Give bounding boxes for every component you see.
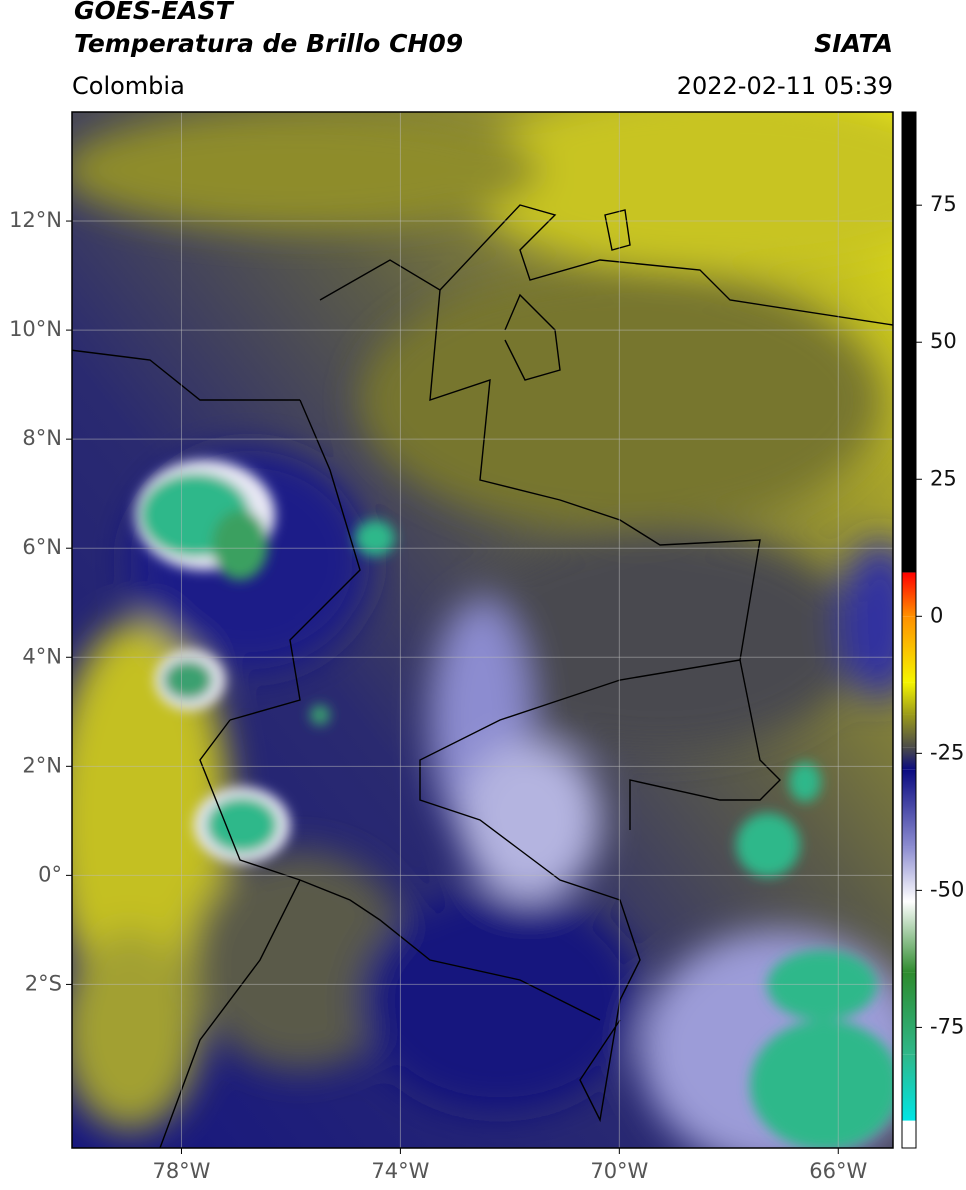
colorbar-segment bbox=[902, 112, 916, 573]
y-tick-label: 10°N bbox=[9, 317, 62, 341]
y-tick-label: 6°N bbox=[22, 535, 62, 559]
y-tick-label: 0° bbox=[38, 862, 62, 886]
colorbar-segment bbox=[902, 747, 916, 770]
y-tick-label: 2°N bbox=[22, 753, 62, 777]
colorbar-segment bbox=[902, 682, 916, 715]
colorbar-segment bbox=[902, 769, 916, 847]
colorbar-tick-label: -25 bbox=[930, 740, 964, 764]
colorbar-tick-label: -50 bbox=[930, 877, 964, 901]
region: Colombia bbox=[72, 72, 185, 100]
colorbar-tick-label: 50 bbox=[930, 329, 957, 353]
y-tick-label: 4°N bbox=[22, 644, 62, 668]
colorbar-segment bbox=[902, 1120, 916, 1148]
y-tick-label: 8°N bbox=[22, 426, 62, 450]
x-tick-label: 78°W bbox=[152, 1159, 210, 1183]
datetime: 2022-02-11 05:39 bbox=[677, 72, 893, 100]
colorbar-segment bbox=[902, 972, 916, 1055]
colorbar-segment bbox=[902, 714, 916, 748]
colorbar-segment bbox=[902, 572, 916, 617]
colorbar-tick-label: 0 bbox=[930, 603, 943, 627]
colorbar-segment bbox=[902, 1054, 916, 1121]
colorbar-frame bbox=[901, 111, 917, 1149]
x-tick-label: 74°W bbox=[371, 1159, 429, 1183]
subtitle: Temperatura de Brillo CH09 bbox=[74, 29, 463, 58]
map-frame bbox=[71, 111, 894, 1149]
colorbar-tick-label: -75 bbox=[930, 1014, 964, 1038]
colorbar-tick-label: 75 bbox=[930, 192, 957, 216]
colorbar-tick-label: 25 bbox=[930, 466, 957, 490]
title: GOES-EAST bbox=[74, 0, 235, 25]
colorbar-segment bbox=[902, 846, 916, 902]
graticule bbox=[72, 112, 893, 1148]
x-tick-label: 66°W bbox=[809, 1159, 867, 1183]
source: SIATA bbox=[814, 29, 893, 58]
y-tick-label: 12°N bbox=[9, 208, 62, 232]
x-tick-label: 70°W bbox=[590, 1159, 648, 1183]
borders bbox=[72, 204, 893, 1148]
satellite-image bbox=[72, 112, 893, 1148]
colorbar: 75 50 25 0 -25 -50 -75 bbox=[902, 112, 964, 1148]
colorbar-segment bbox=[902, 901, 916, 973]
axis-labels: 78°W 74°W 70°W 66°W 12°N 10°N 8°N 6°N 4°N 2°N 0° 2°… bbox=[9, 208, 867, 1183]
y-tick-label: 2°S bbox=[25, 971, 62, 995]
colorbar-segment bbox=[902, 616, 916, 683]
